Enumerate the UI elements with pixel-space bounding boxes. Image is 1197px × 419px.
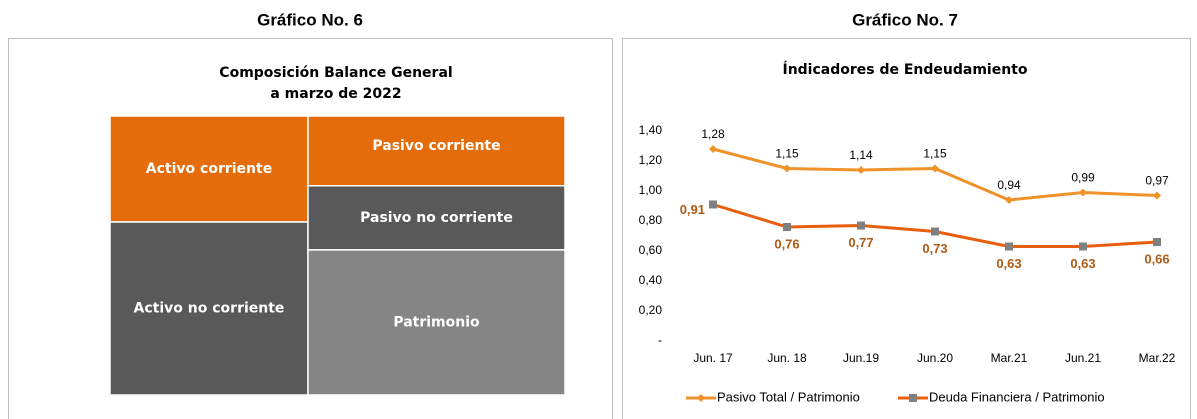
y-tick-label: 0,80 — [639, 213, 663, 227]
data-label: 1,15 — [923, 147, 947, 161]
marker — [931, 227, 939, 236]
marker — [1005, 196, 1013, 204]
data-label: 0,97 — [1145, 174, 1169, 188]
x-tick-label: Jun.20 — [917, 351, 953, 365]
marker — [1153, 191, 1161, 200]
y-tick-label: 1,40 — [639, 123, 663, 137]
y-tick-label: 1,20 — [639, 153, 663, 167]
tile — [109, 221, 309, 396]
x-tick-label: Jun.21 — [1065, 351, 1101, 365]
x-tick-label: Jun. 18 — [767, 351, 807, 365]
chart-title: a marzo de 2022 — [270, 86, 401, 102]
legend-label: Deuda Financiera / Patrimonio — [929, 389, 1105, 404]
marker — [1079, 242, 1087, 251]
y-tick-label: 0,40 — [639, 273, 663, 287]
tile — [109, 115, 309, 223]
data-label: 0,63 — [996, 256, 1021, 271]
data-label: 1,15 — [775, 147, 799, 161]
data-label: 0,94 — [997, 178, 1021, 192]
data-label: 1,14 — [849, 148, 873, 162]
marker — [1153, 238, 1161, 246]
legend-marker — [909, 394, 917, 402]
tile — [307, 249, 566, 396]
x-tick-label: Mar.22 — [1139, 351, 1176, 365]
marker — [783, 164, 791, 173]
marker — [709, 145, 717, 153]
chart-title: Composición Balance General — [219, 65, 452, 81]
data-label: 0,66 — [1144, 251, 1169, 266]
data-label: 0,76 — [774, 236, 799, 251]
marker — [857, 221, 865, 230]
marker — [1079, 188, 1087, 197]
y-tick-label: 1,00 — [639, 183, 663, 197]
y-tick-label: - — [658, 333, 662, 347]
tile-label: Pasivo no corriente — [360, 210, 513, 226]
heading: Gráfico No. 6 — [257, 10, 363, 29]
marker — [857, 166, 865, 174]
tile — [307, 185, 566, 251]
data-label: 0,77 — [848, 235, 873, 250]
tile-label: Pasivo corriente — [372, 138, 500, 154]
tile-label: Activo no corriente — [134, 301, 285, 317]
tile-label: Activo corriente — [146, 161, 272, 177]
marker — [931, 164, 939, 173]
data-label: 0,73 — [922, 241, 947, 256]
marker — [709, 200, 717, 209]
data-label: 1,28 — [701, 127, 725, 141]
data-label: 0,63 — [1070, 256, 1095, 271]
y-tick-label: 0,20 — [639, 303, 663, 317]
legend-marker — [697, 394, 705, 402]
tile-label: Patrimonio — [393, 314, 480, 330]
x-tick-label: Mar.21 — [991, 351, 1028, 365]
data-label: 0,91 — [680, 202, 705, 217]
data-label: 0,99 — [1071, 171, 1095, 185]
marker — [783, 223, 791, 231]
heading: Gráfico No. 7 — [852, 10, 958, 29]
tile — [307, 115, 566, 187]
marker — [1005, 242, 1013, 251]
legend-label: Pasivo Total / Patrimonio — [717, 389, 860, 404]
chart-title: Índicadores de Endeudamiento — [782, 61, 1027, 78]
x-tick-label: Jun.19 — [843, 351, 879, 365]
y-tick-label: 0,60 — [639, 243, 663, 257]
x-tick-label: Jun. 17 — [693, 351, 733, 365]
